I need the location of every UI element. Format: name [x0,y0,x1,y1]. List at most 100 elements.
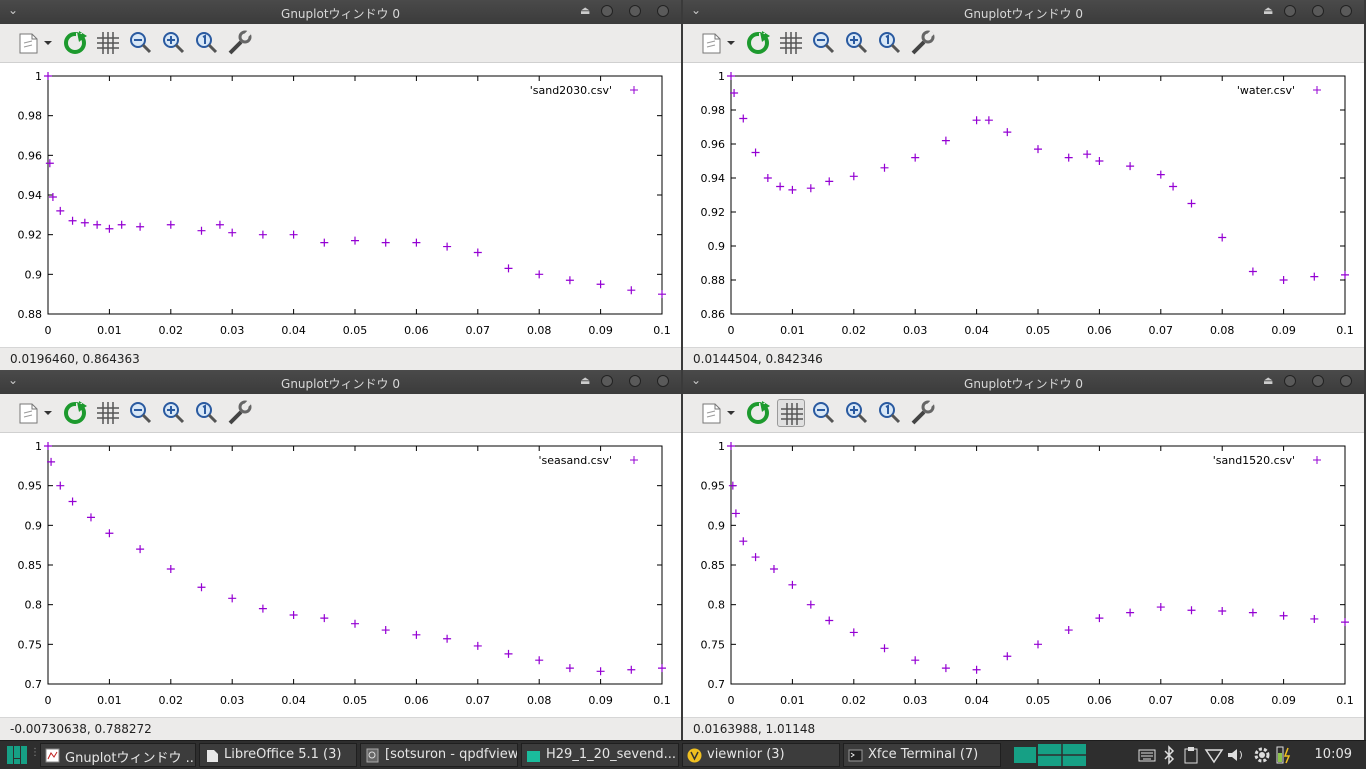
shade-icon[interactable]: ⏏ [580,374,591,387]
grid-toggle-button[interactable] [94,399,122,427]
settings-button[interactable] [909,29,937,57]
bluetooth-icon[interactable] [1160,745,1178,765]
window-title: Gnuplotウィンドウ 0 [281,7,400,21]
data-point [565,664,574,673]
close-button[interactable] [657,5,669,17]
zoom-in-button[interactable] [843,399,871,427]
x-tick-label: 0.03 [903,694,928,707]
coordinate-readout: 0.0144504, 0.842346 [693,352,823,366]
zoom-reset-button[interactable] [193,399,221,427]
close-button[interactable] [657,375,669,387]
data-point [443,242,452,251]
plot-area[interactable]: 0 0.01 0.02 0.03 0.04 0.05 0.06 0.07 0.08 0.09 0.1… [683,433,1364,717]
settings-button[interactable] [226,29,254,57]
plot-area[interactable]: 0 0.01 0.02 0.03 0.04 0.05 0.06 0.07 0.08 0.09 0.1… [0,63,681,347]
x-tick-label: 0.05 [1026,694,1051,707]
data-point [596,667,605,676]
maximize-button[interactable] [629,5,641,17]
zoom-reset-button[interactable] [193,29,221,57]
taskbar-item-libreoffice[interactable]: LibreOffice 5.1 (3) [199,743,357,767]
workspace-switcher[interactable] [1038,744,1086,766]
grid-toggle-button[interactable] [777,399,805,427]
data-point [93,220,102,229]
window-titlebar[interactable]: ⌄ Gnuplotウィンドウ 0 ⏏ [0,370,681,394]
window-menu-icon[interactable]: ⌄ [691,373,702,387]
gear-icon[interactable] [1252,745,1272,765]
workspace-1[interactable] [1014,747,1036,763]
zoom-out-button[interactable] [810,29,838,57]
export-button[interactable] [699,29,739,57]
clock[interactable]: 10:09 [1314,747,1352,762]
x-tick-label: 0.08 [1210,324,1235,337]
window-titlebar[interactable]: ⌄ Gnuplotウィンドウ 0 ⏏ [683,0,1364,24]
export-button[interactable] [16,29,56,57]
plot-area[interactable]: 0 0.01 0.02 0.03 0.04 0.05 0.06 0.07 0.08 0.09 0.1… [683,63,1364,347]
zoom-out-button[interactable] [810,399,838,427]
export-button[interactable] [16,399,56,427]
maximize-button[interactable] [1312,5,1324,17]
maximize-button[interactable] [629,375,641,387]
volume-icon[interactable] [1226,745,1246,765]
settings-button[interactable] [226,399,254,427]
minimize-button[interactable] [601,375,613,387]
minimize-button[interactable] [601,5,613,17]
libreoffice-icon [207,750,218,762]
data-point [504,264,513,273]
battery-icon[interactable] [1274,745,1298,765]
minimize-button[interactable] [1284,375,1296,387]
zoom-reset-button[interactable] [876,29,904,57]
zoom-original-icon [196,402,218,424]
taskbar-item-folder[interactable]: H29_1_20_sevend... [521,743,679,767]
window-menu-icon[interactable]: ⌄ [691,3,702,17]
taskbar-item-gnuplot[interactable]: Gnuplotウィンドウ ... [40,743,196,767]
window-menu-icon[interactable]: ⌄ [8,3,19,17]
grid-toggle-button[interactable] [777,29,805,57]
taskbar-item-terminal[interactable]: Xfce Terminal (7) [843,743,1001,767]
x-tick-label: 0.06 [404,694,429,707]
export-button[interactable] [699,399,739,427]
grid-icon [780,32,802,54]
replot-button[interactable] [745,29,773,57]
taskbar-item-qpdfview[interactable]: [sotsuron - qpdfview] [360,743,518,767]
shade-icon[interactable]: ⏏ [1263,374,1274,387]
window-titlebar[interactable]: ⌄ Gnuplotウィンドウ 0 ⏏ [0,0,681,24]
refresh-icon [747,401,770,424]
x-tick-label: 0.06 [1087,324,1112,337]
window-menu-icon[interactable]: ⌄ [8,373,19,387]
zoom-reset-button[interactable] [876,399,904,427]
zoom-in-icon [846,32,868,54]
data-point [1034,145,1042,154]
taskbar-item-viewnior[interactable]: viewnior (3) [682,743,840,767]
grid-toggle-button[interactable] [94,29,122,57]
wifi-icon[interactable] [1204,745,1224,765]
maximize-button[interactable] [1312,375,1324,387]
manjaro-menu-icon[interactable] [6,745,28,765]
minimize-button[interactable] [1284,5,1296,17]
replot-button[interactable] [745,399,773,427]
chart-svg: 0 0.01 0.02 0.03 0.04 0.05 0.06 0.07 0.08 0.09 0.1… [701,70,1354,337]
close-button[interactable] [1340,5,1352,17]
window-titlebar[interactable]: ⌄ Gnuplotウィンドウ 0 ⏏ [683,370,1364,394]
close-button[interactable] [1340,375,1352,387]
settings-button[interactable] [909,399,937,427]
zoom-in-button[interactable] [160,399,188,427]
shade-icon[interactable]: ⏏ [580,4,591,17]
data-point [443,634,452,643]
zoom-out-button[interactable] [127,29,155,57]
zoom-out-icon [130,402,152,424]
zoom-in-button[interactable] [843,29,871,57]
keyboard-icon[interactable] [1138,745,1156,765]
replot-button[interactable] [62,399,90,427]
plot-area[interactable]: 0 0.01 0.02 0.03 0.04 0.05 0.06 0.07 0.08 0.09 0.1… [0,433,681,717]
data-point [806,600,815,609]
data-point [320,238,329,247]
zoom-out-button[interactable] [127,399,155,427]
replot-button[interactable] [62,29,90,57]
wrench-icon [228,400,252,425]
data-point [1126,162,1135,171]
clipboard-icon[interactable] [1182,745,1200,765]
data-point [972,116,981,125]
zoom-in-button[interactable] [160,29,188,57]
shade-icon[interactable]: ⏏ [1263,4,1274,17]
data-point [215,220,224,229]
